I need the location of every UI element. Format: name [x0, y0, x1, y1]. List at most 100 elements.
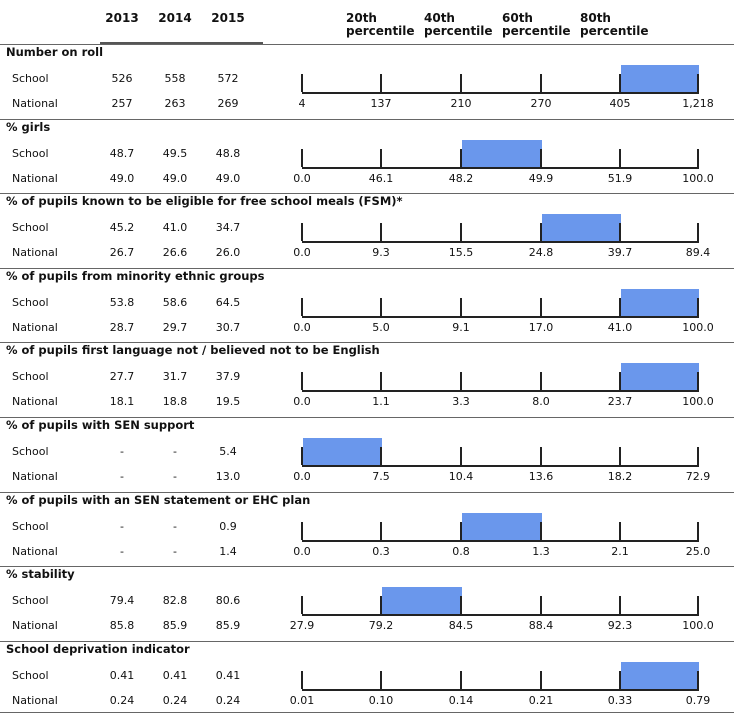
school-percentile-band: [621, 661, 699, 689]
school-value-cell: -: [173, 445, 177, 458]
school-percentile-band: [621, 363, 699, 391]
national-value-cell: -: [173, 470, 177, 483]
percentile-scale-line: [302, 539, 699, 542]
percentile-tick: [301, 223, 303, 242]
percentile-scale-label: 10.4: [448, 470, 474, 483]
percentile-tick: [697, 223, 699, 242]
school-row-label: School: [12, 519, 49, 533]
school-value-cell: 526: [111, 72, 133, 85]
percentile-tick: [697, 74, 699, 92]
school-value-cell: 5.4: [219, 445, 237, 458]
percentile-scale-label: 24.8: [528, 246, 554, 260]
section-divider: [0, 342, 734, 344]
percentile-tick: [619, 521, 621, 540]
percentile-scale-label: 5.0: [372, 320, 390, 334]
percentile-tick: [619, 372, 621, 391]
percentile-scale-label: 4: [298, 97, 306, 110]
percentile-scale-label: 49.9: [528, 171, 554, 185]
school-value-cell: 79.4: [109, 594, 135, 608]
section-divider: [0, 417, 734, 418]
percentile-scale-label: 0.01: [289, 693, 315, 707]
percentile-scale-label: 48.2: [448, 171, 474, 185]
percentile-scale-label: 100.0: [682, 320, 714, 334]
percentile-scale-label: 100.0: [682, 171, 714, 185]
percentile-tick: [460, 148, 462, 167]
national-value-cell: 18.1: [109, 395, 135, 409]
section-divider: [0, 640, 734, 642]
national-value-cell: 18.8: [162, 395, 188, 409]
percentile-scale-label: 8.0: [532, 395, 550, 409]
percentile-tick: [460, 521, 462, 540]
percentile-tick: [540, 670, 542, 689]
national-value-cell: 19.5: [215, 395, 241, 409]
school-value-cell: 53.8: [109, 295, 135, 309]
year-header-underline: [100, 42, 263, 44]
percentile-scale-label: 1.3: [532, 544, 550, 558]
national-value-cell: 85.9: [215, 619, 241, 633]
school-percentile-band: [542, 214, 621, 242]
percentile-scale-label: 137: [370, 97, 392, 110]
school-percentile-band: [382, 587, 462, 615]
percentile-scale-line: [302, 241, 699, 244]
percentile-tick: [540, 372, 542, 391]
percentile-scale-label: 0.0: [293, 544, 311, 558]
percentile-tick: [619, 596, 621, 615]
section-divider: [0, 118, 734, 120]
national-value-cell: 49.0: [109, 171, 135, 185]
percentile-tick: [460, 74, 462, 92]
national-value-cell: -: [173, 544, 177, 558]
national-value-cell: 28.7: [109, 320, 135, 334]
school-row-label: School: [12, 146, 49, 160]
national-row-label: National: [12, 544, 58, 558]
school-value-cell: 0.41: [162, 668, 188, 682]
percentile-tick: [301, 148, 303, 167]
school-value-cell: 64.5: [215, 295, 241, 309]
percentile-scale-label: 0.21: [528, 693, 554, 707]
percentile-tick: [540, 596, 542, 615]
national-row-label: National: [12, 97, 58, 110]
national-value-cell: 0.24: [109, 693, 135, 707]
percentile-tick: [380, 670, 382, 689]
percentile-tick: [697, 596, 699, 615]
percentile-tick: [619, 297, 621, 316]
percentile-tick: [301, 297, 303, 316]
percentile-tick: [697, 372, 699, 391]
school-percentile-band: [462, 139, 542, 167]
school-value-cell: 37.9: [215, 370, 241, 384]
school-row-label: School: [12, 295, 49, 309]
national-value-cell: 263: [164, 97, 186, 110]
year-header-2014: 2014: [158, 11, 192, 25]
percentile-scale-label: 0.79: [685, 693, 711, 707]
percentile-tick: [697, 297, 699, 316]
school-value-cell: 0.9: [219, 519, 237, 533]
percentile-tick: [540, 521, 542, 540]
percentile-scale-line: [302, 92, 699, 94]
national-value-cell: -: [120, 470, 124, 483]
percentile-tick: [301, 521, 303, 540]
percentile-tick: [619, 223, 621, 242]
school-percentile-band: [621, 288, 699, 316]
national-value-cell: 26.7: [109, 246, 135, 260]
percentile-scale-label: 27.9: [289, 619, 315, 633]
school-row-label: School: [12, 668, 49, 682]
percentile-scale-line: [302, 688, 699, 691]
school-value-cell: 572: [217, 72, 239, 85]
percentile-scale-label: 0.0: [293, 395, 311, 409]
percentile-scale-label: 51.9: [607, 171, 633, 185]
percentile-header-80: 80th percentile: [580, 11, 649, 38]
percentile-tick: [540, 297, 542, 316]
year-header-2013: 2013: [105, 11, 139, 25]
percentile-scale-label: 79.2: [368, 619, 394, 633]
school-value-cell: 41.0: [162, 221, 188, 235]
percentile-scale-label: 0.0: [293, 470, 311, 483]
percentile-tick: [380, 74, 382, 92]
school-value-cell: 31.7: [162, 370, 188, 384]
percentile-scale-line: [302, 465, 699, 467]
percentile-scale-label: 210: [450, 97, 472, 110]
school-percentile-band: [621, 65, 699, 92]
national-value-cell: 1.4: [219, 544, 237, 558]
school-value-cell: 49.5: [162, 146, 188, 160]
percentile-scale-label: 0.3: [372, 544, 390, 558]
national-value-cell: 26.0: [215, 246, 241, 260]
percentile-tick: [380, 223, 382, 242]
